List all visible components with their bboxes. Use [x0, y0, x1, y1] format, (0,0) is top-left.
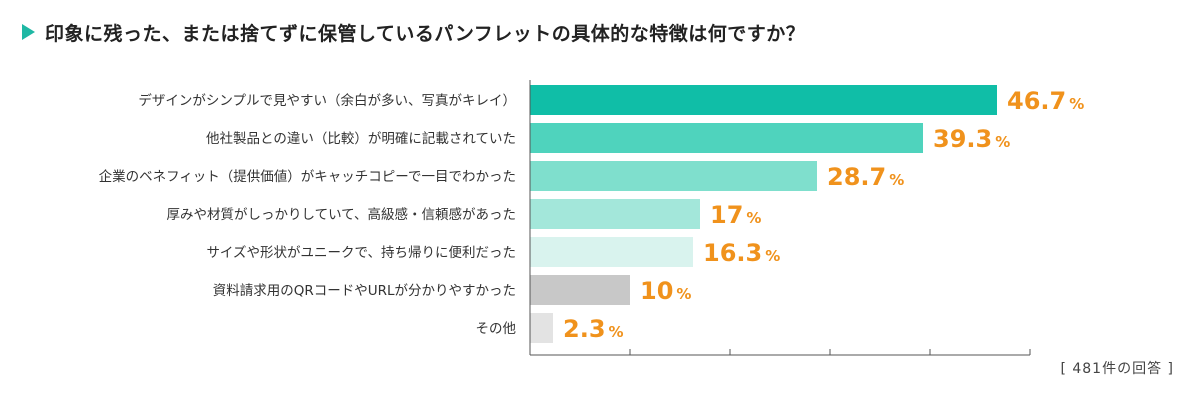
- value-label: 39.3%: [933, 125, 1010, 153]
- value-label: 46.7%: [1007, 87, 1084, 115]
- value-label: 28.7%: [827, 163, 904, 191]
- triangle-marker-icon: [22, 24, 35, 40]
- category-label: サイズや形状がユニークで、持ち帰りに便利だった: [206, 244, 516, 261]
- value-label: 10%: [640, 277, 691, 305]
- bar: [530, 313, 553, 343]
- category-label: デザインがシンプルで見やすい（余白が多い、写真がキレイ）: [138, 92, 516, 109]
- chart-header: 印象に残った、または捨てずに保管しているパンフレットの具体的な特徴は何ですか？: [22, 18, 805, 46]
- category-label: 企業のベネフィット（提供価値）がキャッチコピーで一目でわかった: [99, 168, 516, 185]
- bar: [530, 237, 693, 267]
- response-count-note: [ 481件の回答 ]: [1060, 361, 1174, 377]
- category-label: その他: [476, 321, 517, 337]
- bar: [530, 199, 700, 229]
- value-label: 16.3%: [703, 239, 780, 267]
- category-label: 資料請求用のQRコードやURLが分かりやすかった: [213, 283, 516, 299]
- value-label: 17%: [710, 201, 761, 229]
- category-label: 厚みや材質がしっかりしていて、高級感・信頼感があった: [166, 206, 516, 223]
- bar: [530, 275, 630, 305]
- chart-title: 印象に残った、または捨てずに保管しているパンフレットの具体的な特徴は何ですか？: [45, 22, 806, 45]
- bar: [530, 161, 817, 191]
- bar: [530, 85, 997, 115]
- category-label: 他社製品との違い（比較）が明確に記載されていた: [206, 130, 516, 147]
- value-label: 2.3%: [563, 315, 624, 343]
- bar: [530, 123, 923, 153]
